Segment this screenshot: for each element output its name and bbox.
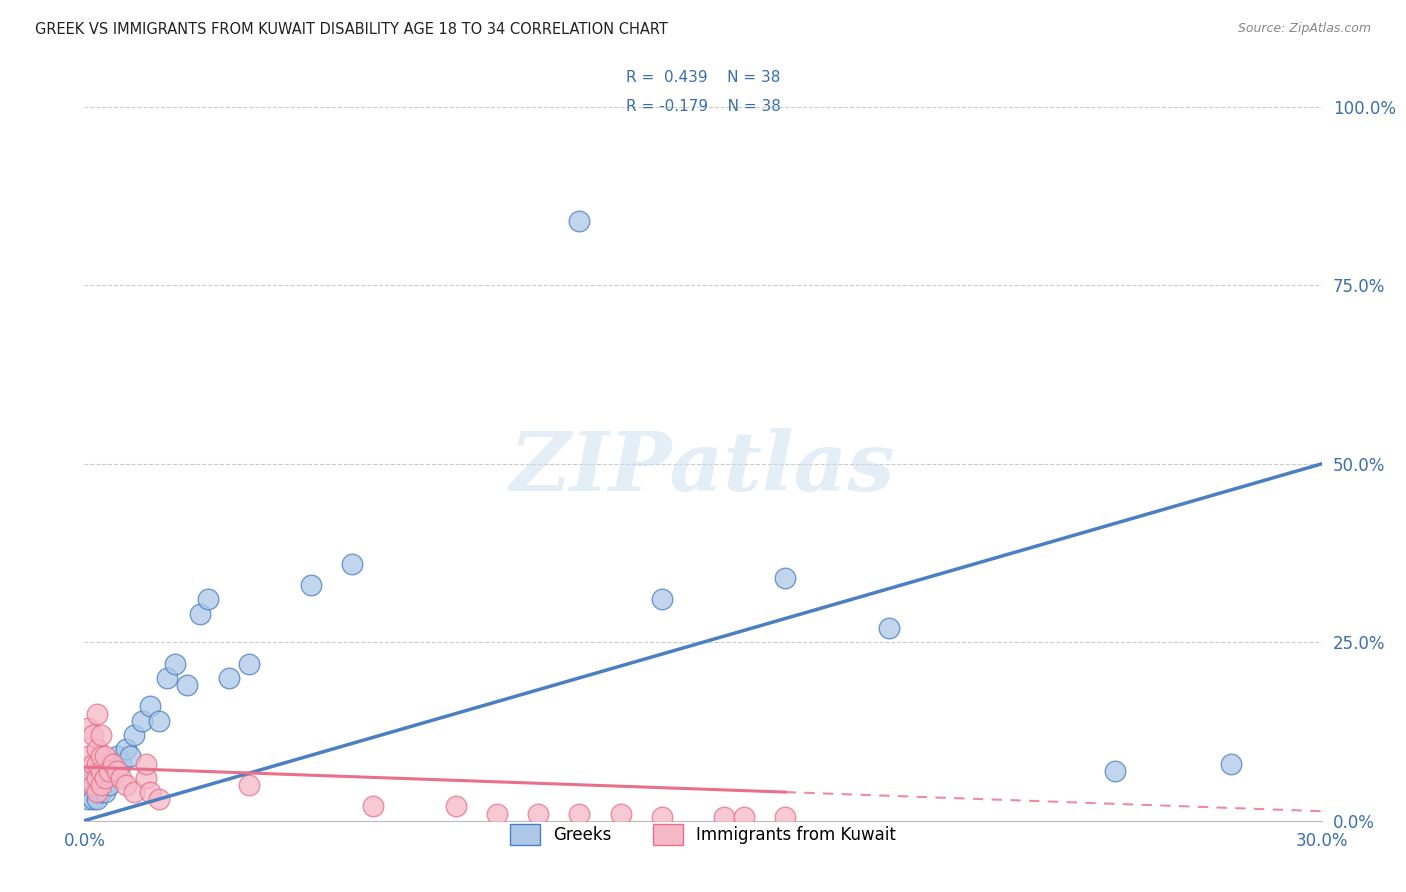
Point [139, 785, 162, 799]
Point [361, 799, 384, 814]
Point [651, 810, 673, 824]
Point [90, 778, 112, 792]
Point [98, 756, 121, 771]
Legend: Greeks, Immigrants from Kuwait: Greeks, Immigrants from Kuwait [502, 815, 904, 854]
Point [122, 785, 145, 799]
Point [105, 749, 128, 764]
Point [609, 806, 631, 821]
Point [197, 592, 219, 607]
Point [82, 756, 104, 771]
Point [103, 764, 125, 778]
Point [165, 657, 187, 671]
Point [238, 778, 260, 792]
Point [135, 756, 157, 771]
Point [98, 764, 121, 778]
Point [176, 678, 198, 692]
Point [485, 806, 508, 821]
Point [86, 756, 108, 771]
Text: ZIPatlas: ZIPatlas [510, 428, 896, 508]
Point [188, 607, 211, 621]
Point [105, 764, 128, 778]
Point [299, 578, 322, 592]
Point [131, 714, 153, 728]
Point [90, 728, 112, 742]
Point [114, 778, 136, 792]
Point [94, 785, 117, 799]
Point [122, 728, 145, 742]
Point [1219, 756, 1241, 771]
Point [775, 571, 797, 585]
Point [110, 771, 132, 785]
Point [77, 778, 100, 792]
Point [139, 699, 162, 714]
Point [444, 799, 467, 814]
Point [877, 621, 900, 635]
Point [651, 592, 673, 607]
Point [568, 806, 591, 821]
Point [77, 721, 100, 735]
Point [86, 764, 108, 778]
Point [90, 771, 112, 785]
Point [86, 792, 108, 806]
Point [1104, 764, 1126, 778]
Point [118, 749, 141, 764]
Point [82, 728, 104, 742]
Point [90, 764, 112, 778]
Point [342, 557, 364, 571]
Point [94, 771, 117, 785]
Point [86, 771, 108, 785]
Point [94, 764, 117, 778]
Text: GREEK VS IMMIGRANTS FROM KUWAIT DISABILITY AGE 18 TO 34 CORRELATION CHART: GREEK VS IMMIGRANTS FROM KUWAIT DISABILI… [35, 22, 668, 37]
Point [775, 810, 797, 824]
Point [527, 806, 550, 821]
Point [77, 749, 100, 764]
Point [148, 714, 170, 728]
Point [568, 214, 591, 228]
Point [90, 756, 112, 771]
Point [82, 792, 104, 806]
Point [110, 756, 132, 771]
Point [82, 778, 104, 792]
Text: R =  0.439    N = 38: R = 0.439 N = 38 [626, 70, 780, 85]
Point [90, 749, 112, 764]
Point [77, 792, 100, 806]
Point [86, 778, 108, 792]
Point [86, 785, 108, 799]
Point [733, 810, 755, 824]
Point [86, 706, 108, 721]
Text: Source: ZipAtlas.com: Source: ZipAtlas.com [1237, 22, 1371, 36]
Point [90, 785, 112, 799]
Point [86, 742, 108, 756]
Point [82, 771, 104, 785]
Point [218, 671, 240, 685]
Point [103, 756, 125, 771]
Point [94, 749, 117, 764]
Point [713, 810, 735, 824]
Point [114, 742, 136, 756]
Point [148, 792, 170, 806]
Point [156, 671, 179, 685]
Point [77, 771, 100, 785]
Point [98, 778, 121, 792]
Text: R = -0.179    N = 38: R = -0.179 N = 38 [626, 99, 780, 113]
Point [238, 657, 260, 671]
Point [135, 771, 157, 785]
